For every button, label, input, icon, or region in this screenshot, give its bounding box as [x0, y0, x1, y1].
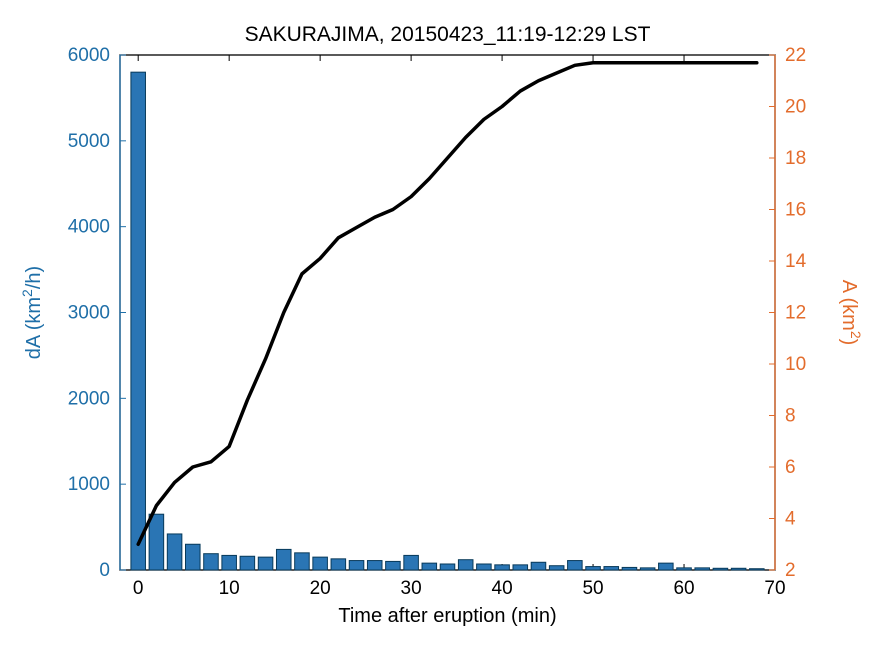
bar: [186, 544, 201, 570]
y-left-tick-label: 1000: [68, 474, 110, 495]
bar: [458, 560, 473, 570]
chart-container: 010203040506070Time after eruption (min)…: [0, 0, 875, 656]
bar: [695, 568, 710, 570]
chart-title: SAKURAJIMA, 20150423_11:19-12:29 LST: [245, 23, 651, 46]
x-tick-label: 50: [582, 578, 603, 599]
y-right-tick-label: 22: [785, 45, 806, 66]
bar: [240, 556, 255, 570]
svg-text:dA (km2/h): dA (km2/h): [19, 266, 45, 359]
bar: [549, 566, 564, 570]
bar: [131, 72, 146, 570]
y-right-tick-label: 6: [785, 457, 796, 478]
bar: [713, 568, 728, 570]
bar: [586, 567, 601, 570]
bar: [568, 561, 583, 570]
bar: [258, 557, 273, 570]
bar: [167, 534, 182, 570]
bar: [295, 553, 310, 570]
y-left-axis-label: dA (km2/h): [19, 266, 45, 359]
bar: [222, 555, 237, 570]
y-right-tick-label: 8: [785, 406, 796, 427]
bar: [731, 568, 746, 570]
x-tick-label: 40: [492, 578, 513, 599]
x-axis-label: Time after eruption (min): [338, 605, 556, 627]
y-left-tick-label: 4000: [68, 217, 110, 238]
bar: [440, 564, 455, 570]
y-right-tick-label: 14: [785, 251, 807, 272]
y-left-tick-label: 0: [99, 560, 110, 581]
y-left-tick-label: 6000: [68, 45, 110, 66]
y-right-tick-label: 20: [785, 97, 806, 118]
bar: [404, 555, 419, 570]
y-right-tick-label: 12: [785, 303, 806, 324]
bar: [477, 564, 492, 570]
y-left-tick-label: 3000: [68, 303, 110, 324]
bar: [349, 561, 364, 570]
x-tick-label: 0: [133, 578, 144, 599]
y-right-tick-label: 4: [785, 509, 796, 530]
y-left-tick-label: 5000: [68, 131, 110, 152]
bar: [204, 554, 219, 570]
x-tick-label: 30: [401, 578, 422, 599]
bar: [640, 568, 655, 570]
bar: [331, 559, 346, 570]
chart-svg: 010203040506070Time after eruption (min)…: [0, 0, 875, 656]
bar: [313, 557, 328, 570]
y-right-tick-label: 2: [785, 560, 796, 581]
bar: [604, 567, 619, 570]
x-tick-label: 10: [219, 578, 240, 599]
bar: [531, 562, 546, 570]
y-right-tick-label: 10: [785, 354, 806, 375]
y-right-tick-label: 16: [785, 200, 806, 221]
bar: [513, 565, 528, 570]
bar: [622, 567, 637, 570]
x-tick-label: 70: [764, 578, 785, 599]
bar: [276, 549, 291, 570]
x-tick-label: 20: [310, 578, 331, 599]
bar: [422, 563, 437, 570]
bar: [677, 568, 692, 570]
y-right-tick-label: 18: [785, 148, 806, 169]
bar: [367, 561, 382, 570]
bar: [495, 565, 510, 570]
bar: [149, 514, 164, 570]
y-left-tick-label: 2000: [68, 388, 110, 409]
x-tick-label: 60: [673, 578, 694, 599]
bar: [750, 569, 765, 570]
bar: [386, 561, 401, 570]
bar: [659, 563, 674, 570]
